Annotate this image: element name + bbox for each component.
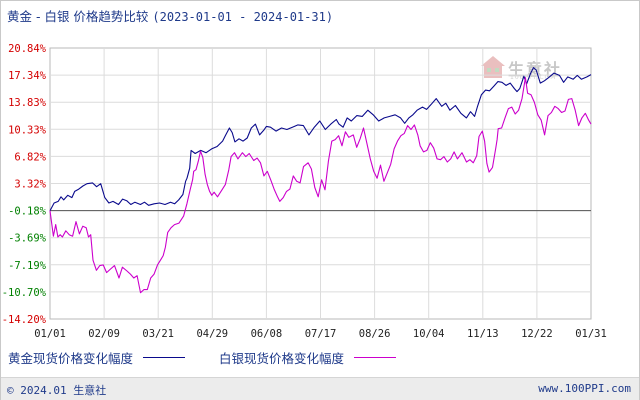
y-tick-label: -0.18%: [8, 206, 47, 218]
legend-item-gold: 黄金现货价格变化幅度: [8, 348, 186, 367]
watermark-sub: 100PPI.COM: [510, 74, 557, 81]
y-tick-label: -14.20%: [2, 314, 47, 326]
legend-label-silver: 白银现货价格变化幅度: [219, 351, 345, 366]
series-line-gold: [49, 67, 592, 211]
copyright-text: © 2024.01 生意社: [7, 384, 107, 397]
y-tick-label: 17.34%: [8, 70, 47, 82]
chart-title: 黄金 - 白银 价格趋势比较 (2023-01-01 - 2024-01-31): [7, 6, 333, 25]
x-tick-label: 12/22: [521, 328, 553, 340]
x-tick-label: 06/08: [251, 328, 283, 340]
watermark-name: 生意社: [508, 60, 563, 79]
line-chart: 20.84% 17.34% 13.83% 10.33% 6.82% 3.32% -0.18%…: [2, 43, 607, 340]
house-icon: [481, 56, 505, 78]
y-tick-label: -7.19%: [8, 260, 47, 272]
x-tick-label: 10/04: [413, 328, 445, 340]
x-tick-label: 01/01: [34, 328, 66, 340]
y-tick-label: 10.33%: [8, 124, 47, 136]
series-line-silver: [49, 77, 592, 294]
y-tick-label: 6.82%: [14, 151, 46, 163]
y-tick-label: 3.32%: [14, 179, 46, 191]
x-tick-label: 04/29: [196, 328, 228, 340]
footer-bar: © 2024.01 生意社 www.100PPI.com: [1, 377, 639, 400]
x-tick-label: 02/09: [88, 328, 120, 340]
x-tick-label: 11/13: [467, 328, 499, 340]
legend-swatch-gold: [143, 357, 186, 358]
date-range: (2023-01-01 - 2024-01-31): [152, 10, 334, 24]
x-tick-label: 01/31: [575, 328, 607, 340]
x-tick-label: 07/17: [305, 328, 337, 340]
legend-item-silver: 白银现货价格变化幅度: [219, 348, 397, 367]
y-tick-label: -3.69%: [8, 233, 47, 245]
legend-swatch-silver: [354, 357, 397, 358]
chart-legend: 黄金现货价格变化幅度 白银现货价格变化幅度: [8, 348, 426, 367]
x-tick-label: 03/21: [142, 328, 174, 340]
watermark-logo: 生意社 100PPI.COM: [480, 54, 560, 84]
y-tick-label: 13.83%: [8, 97, 47, 109]
y-tick-label: -10.70%: [2, 287, 47, 299]
x-tick-label: 08/26: [359, 328, 391, 340]
legend-label-gold: 黄金现货价格变化幅度: [8, 351, 134, 366]
title-text: 黄金 - 白银 价格趋势比较: [7, 9, 149, 24]
y-tick-label: 20.84%: [8, 43, 47, 55]
website-link[interactable]: www.100PPI.com: [538, 382, 631, 395]
